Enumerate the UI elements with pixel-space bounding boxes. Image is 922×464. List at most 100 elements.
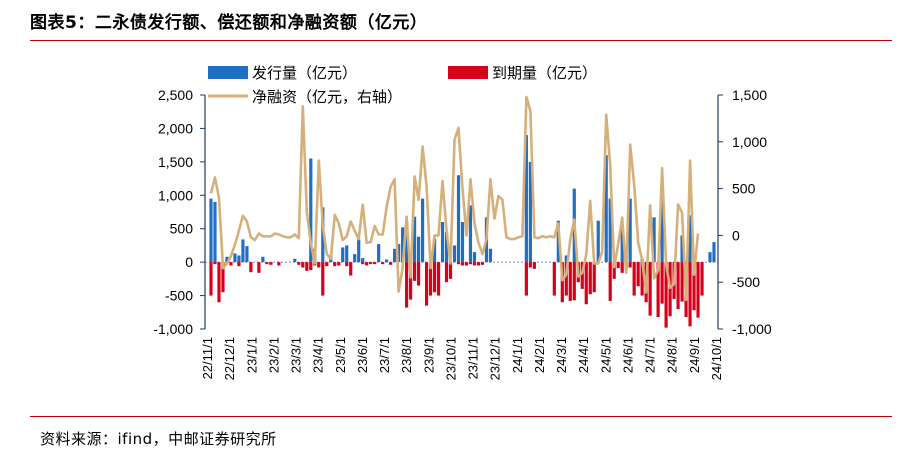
- x-tick-label: 23/10/1: [443, 337, 458, 380]
- maturity-bar: [464, 262, 469, 266]
- source-note: 资料来源：ifind，中邮证券研究所: [40, 430, 277, 448]
- maturity-bar: [297, 262, 301, 265]
- maturity-bar: [305, 262, 309, 271]
- maturity-bar: [560, 262, 564, 303]
- issue-bar: [405, 222, 409, 263]
- issue-bar: [452, 245, 457, 263]
- maturity-bar: [412, 262, 417, 281]
- maturity-bar: [213, 262, 217, 265]
- maturity-bar: [468, 262, 473, 265]
- maturity-bar: [321, 262, 325, 296]
- issue-bar: [385, 259, 389, 263]
- maturity-bar: [480, 262, 485, 265]
- net-financing-line: [209, 95, 700, 302]
- issue-bar: [444, 232, 449, 263]
- x-tick-label: 24/10/1: [709, 337, 724, 380]
- x-tick-label: 22/11/1: [200, 337, 215, 379]
- issue-bar: [652, 217, 656, 263]
- x-tick-label: 24/3/1: [554, 337, 569, 373]
- maturity-bar: [221, 262, 225, 293]
- maturity-bar: [636, 262, 640, 287]
- issue-bar: [528, 161, 532, 263]
- maturity-bar: [409, 262, 413, 300]
- issue-bar: [596, 220, 600, 263]
- maturity-bar: [700, 262, 704, 296]
- maturity-bar: [337, 262, 341, 266]
- issue-bar: [524, 135, 528, 263]
- x-tick-label: 24/2/1: [532, 337, 547, 373]
- maturity-bar: [209, 262, 213, 296]
- maturity-bar: [405, 262, 409, 308]
- right-tick-label: 0: [732, 227, 740, 243]
- issue-bar: [688, 215, 692, 263]
- issue-bar: [341, 247, 345, 263]
- maturity-bar: [444, 262, 449, 283]
- maturity-bar: [476, 262, 481, 266]
- issue-bar: [237, 255, 241, 263]
- maturity-bar: [564, 262, 568, 296]
- left-tick-label: -500: [165, 288, 193, 304]
- left-tick-label: 2,000: [158, 120, 193, 136]
- maturity-bar: [568, 262, 572, 301]
- maturity-bar: [448, 262, 453, 279]
- issue-bar: [245, 246, 249, 263]
- issue-bar: [293, 258, 297, 263]
- issue-bar: [628, 198, 632, 263]
- x-tick-label: 24/8/1: [665, 337, 680, 373]
- x-tick-label: 23/3/1: [289, 337, 304, 373]
- issue-bar: [377, 244, 381, 263]
- issue-bar: [468, 205, 473, 263]
- maturity-bar: [257, 262, 261, 273]
- maturity-bar: [528, 262, 532, 268]
- issue-bar: [432, 238, 437, 263]
- maturity-bar: [369, 262, 373, 265]
- maturity-bar: [656, 262, 660, 317]
- maturity-bar: [460, 262, 465, 266]
- issue-bar: [345, 245, 349, 263]
- maturity-bar: [572, 262, 576, 301]
- x-tick-label: 23/12/1: [488, 337, 503, 380]
- maturity-bar: [345, 262, 349, 267]
- maturity-bar: [229, 262, 233, 266]
- issue-bar: [353, 254, 357, 263]
- issue-bar: [412, 216, 417, 263]
- issue-bar: [209, 198, 213, 263]
- maturity-bar: [612, 262, 616, 279]
- maturity-bar: [688, 262, 692, 327]
- x-tick-label: 23/2/1: [266, 337, 281, 373]
- right-tick-label: -500: [732, 274, 760, 290]
- maturity-bar: [237, 262, 241, 267]
- maturity-bar: [389, 262, 393, 265]
- issue-bar: [604, 155, 608, 263]
- issue-bar: [608, 198, 612, 263]
- issue-bar: [620, 225, 624, 263]
- issue-bar: [456, 175, 461, 263]
- maturity-bar: [472, 262, 477, 266]
- issue-bar: [225, 256, 229, 263]
- line-layer: [209, 95, 700, 302]
- issue-bar: [472, 252, 477, 263]
- x-tick-label: 23/8/1: [399, 337, 414, 373]
- x-tick-label: 23/11/1: [466, 337, 481, 379]
- left-tick-label: 2,500: [158, 87, 193, 103]
- maturity-bar: [365, 262, 369, 266]
- issue-bar: [397, 244, 401, 263]
- x-tick-label: 24/6/1: [621, 337, 636, 373]
- issue-bar: [564, 255, 568, 263]
- x-tick-label: 23/7/1: [377, 337, 392, 373]
- issue-bar: [440, 222, 445, 263]
- x-tick-label: 24/7/1: [643, 337, 658, 373]
- issue-bar: [488, 248, 493, 263]
- issue-bar: [309, 158, 313, 263]
- maturity-bar: [592, 262, 596, 293]
- maturity-bar: [692, 262, 696, 311]
- x-tick-label: 24/9/1: [687, 337, 702, 373]
- maturity-bar: [608, 262, 612, 301]
- issue-bar: [401, 227, 405, 263]
- maturity-bar: [640, 262, 644, 296]
- issue-bar: [708, 252, 712, 263]
- legend-maturity-swatch: [448, 66, 488, 79]
- maturity-bar: [456, 262, 461, 265]
- right-tick-label: 1,500: [732, 87, 767, 103]
- legend-issue-swatch: [208, 66, 248, 79]
